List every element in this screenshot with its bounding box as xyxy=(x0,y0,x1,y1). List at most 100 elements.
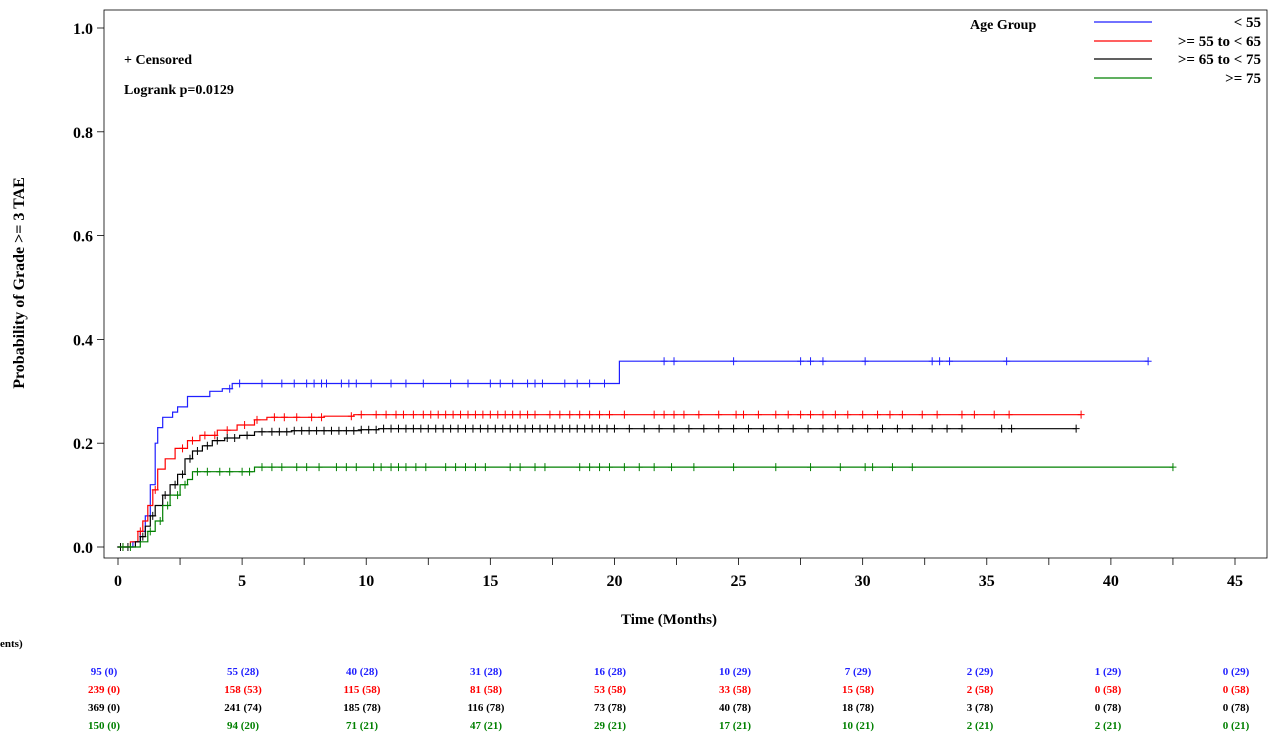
censor-mark xyxy=(893,424,901,433)
censor-mark xyxy=(372,425,380,434)
censor-mark xyxy=(246,467,254,476)
x-tick-label: 15 xyxy=(482,573,498,590)
censor-mark xyxy=(730,463,738,472)
censor-mark xyxy=(136,527,144,536)
censor-mark xyxy=(819,410,827,419)
censor-mark xyxy=(819,424,827,433)
censor-mark xyxy=(700,424,708,433)
censor-mark xyxy=(357,425,365,434)
at-risk-cell: 10 (29) xyxy=(719,666,751,678)
at-risk-cell: 16 (28) xyxy=(594,666,626,678)
censor-mark xyxy=(586,379,594,388)
censor-mark xyxy=(531,410,539,419)
censor-mark xyxy=(494,410,502,419)
censor-mark xyxy=(119,543,127,551)
x-tick-label: 30 xyxy=(855,573,871,590)
censor-mark xyxy=(399,410,407,419)
censor-mark xyxy=(469,424,477,433)
at-risk-cell: 40 (28) xyxy=(346,666,378,678)
censor-mark xyxy=(486,379,494,388)
censor-mark xyxy=(419,410,427,419)
censor-mark xyxy=(670,357,678,366)
at-risk-cell: 2 (21) xyxy=(1095,720,1122,732)
censor-mark xyxy=(370,463,378,472)
censor-mark xyxy=(509,410,517,419)
y-tick-label: 1.0 xyxy=(73,21,93,38)
censor-mark xyxy=(335,426,343,435)
censor-mark xyxy=(509,379,517,388)
censor-mark xyxy=(1008,424,1016,433)
censor-mark xyxy=(223,426,231,435)
censor-mark xyxy=(367,379,375,388)
censor-mark xyxy=(270,413,278,422)
censor-mark xyxy=(506,463,514,472)
censor-mark xyxy=(479,410,487,419)
censor-mark xyxy=(318,413,326,422)
censor-mark xyxy=(402,379,410,388)
at-risk-cell: 0 (58) xyxy=(1223,684,1250,696)
censor-mark xyxy=(715,424,723,433)
series-line xyxy=(118,428,1077,548)
censor-mark xyxy=(387,463,395,472)
y-tick-label: 0.4 xyxy=(73,332,93,349)
censor-mark xyxy=(337,379,345,388)
censor-mark xyxy=(236,379,244,388)
censor-mark xyxy=(732,410,740,419)
censor-mark xyxy=(496,379,504,388)
censor-mark xyxy=(432,424,440,433)
series-line xyxy=(118,466,1173,548)
censor-mark xyxy=(149,511,157,520)
censor-mark xyxy=(670,424,678,433)
censor-mark xyxy=(280,413,288,422)
censor-mark xyxy=(454,424,462,433)
censor-mark xyxy=(668,463,676,472)
censor-mark xyxy=(730,424,738,433)
censor-mark xyxy=(464,410,472,419)
x-tick-label: 20 xyxy=(606,573,622,590)
censor-mark xyxy=(566,410,574,419)
censor-mark xyxy=(161,491,169,500)
censor-mark xyxy=(849,424,857,433)
censor-mark xyxy=(452,463,460,472)
censor-mark xyxy=(797,410,805,419)
censor-mark xyxy=(357,410,365,419)
censor-mark xyxy=(1005,410,1013,419)
censor-mark xyxy=(640,424,648,433)
censor-mark xyxy=(730,357,738,366)
censor-mark xyxy=(1077,410,1085,419)
censor-mark xyxy=(536,424,544,433)
censor-mark xyxy=(424,424,432,433)
censor-mark xyxy=(293,463,301,472)
censor-mark xyxy=(499,424,507,433)
censor-mark xyxy=(874,410,882,419)
censor-mark xyxy=(695,410,703,419)
x-axis: 0 5 10 15 20 25 30 35 40 45 xyxy=(114,558,1243,590)
series-0 xyxy=(118,357,1152,548)
at-risk-cell: 81 (58) xyxy=(470,684,502,696)
censor-mark xyxy=(226,467,234,476)
censor-mark xyxy=(576,410,584,419)
censor-mark xyxy=(476,424,484,433)
at-risk-cell: 73 (78) xyxy=(594,702,626,714)
censor-mark xyxy=(447,424,455,433)
censor-mark xyxy=(320,426,328,435)
censor-mark xyxy=(201,431,209,440)
censor-mark xyxy=(759,424,767,433)
series-3 xyxy=(118,463,1177,551)
at-risk-cell: 7 (29) xyxy=(845,666,872,678)
censor-mark xyxy=(561,379,569,388)
censor-mark xyxy=(342,426,350,435)
censor-mark xyxy=(596,424,604,433)
censor-mark xyxy=(516,410,524,419)
censor-mark xyxy=(213,436,221,445)
censor-mark xyxy=(471,410,479,419)
y-tick-label: 0.6 xyxy=(73,229,93,246)
censor-mark xyxy=(596,463,604,472)
censor-mark xyxy=(193,446,201,455)
x-tick-label: 5 xyxy=(238,573,246,590)
legend-label: < 55 xyxy=(1234,15,1261,31)
censor-mark xyxy=(543,424,551,433)
censor-mark xyxy=(918,410,926,419)
at-risk-cell: 17 (21) xyxy=(719,720,751,732)
censor-mark xyxy=(958,424,966,433)
